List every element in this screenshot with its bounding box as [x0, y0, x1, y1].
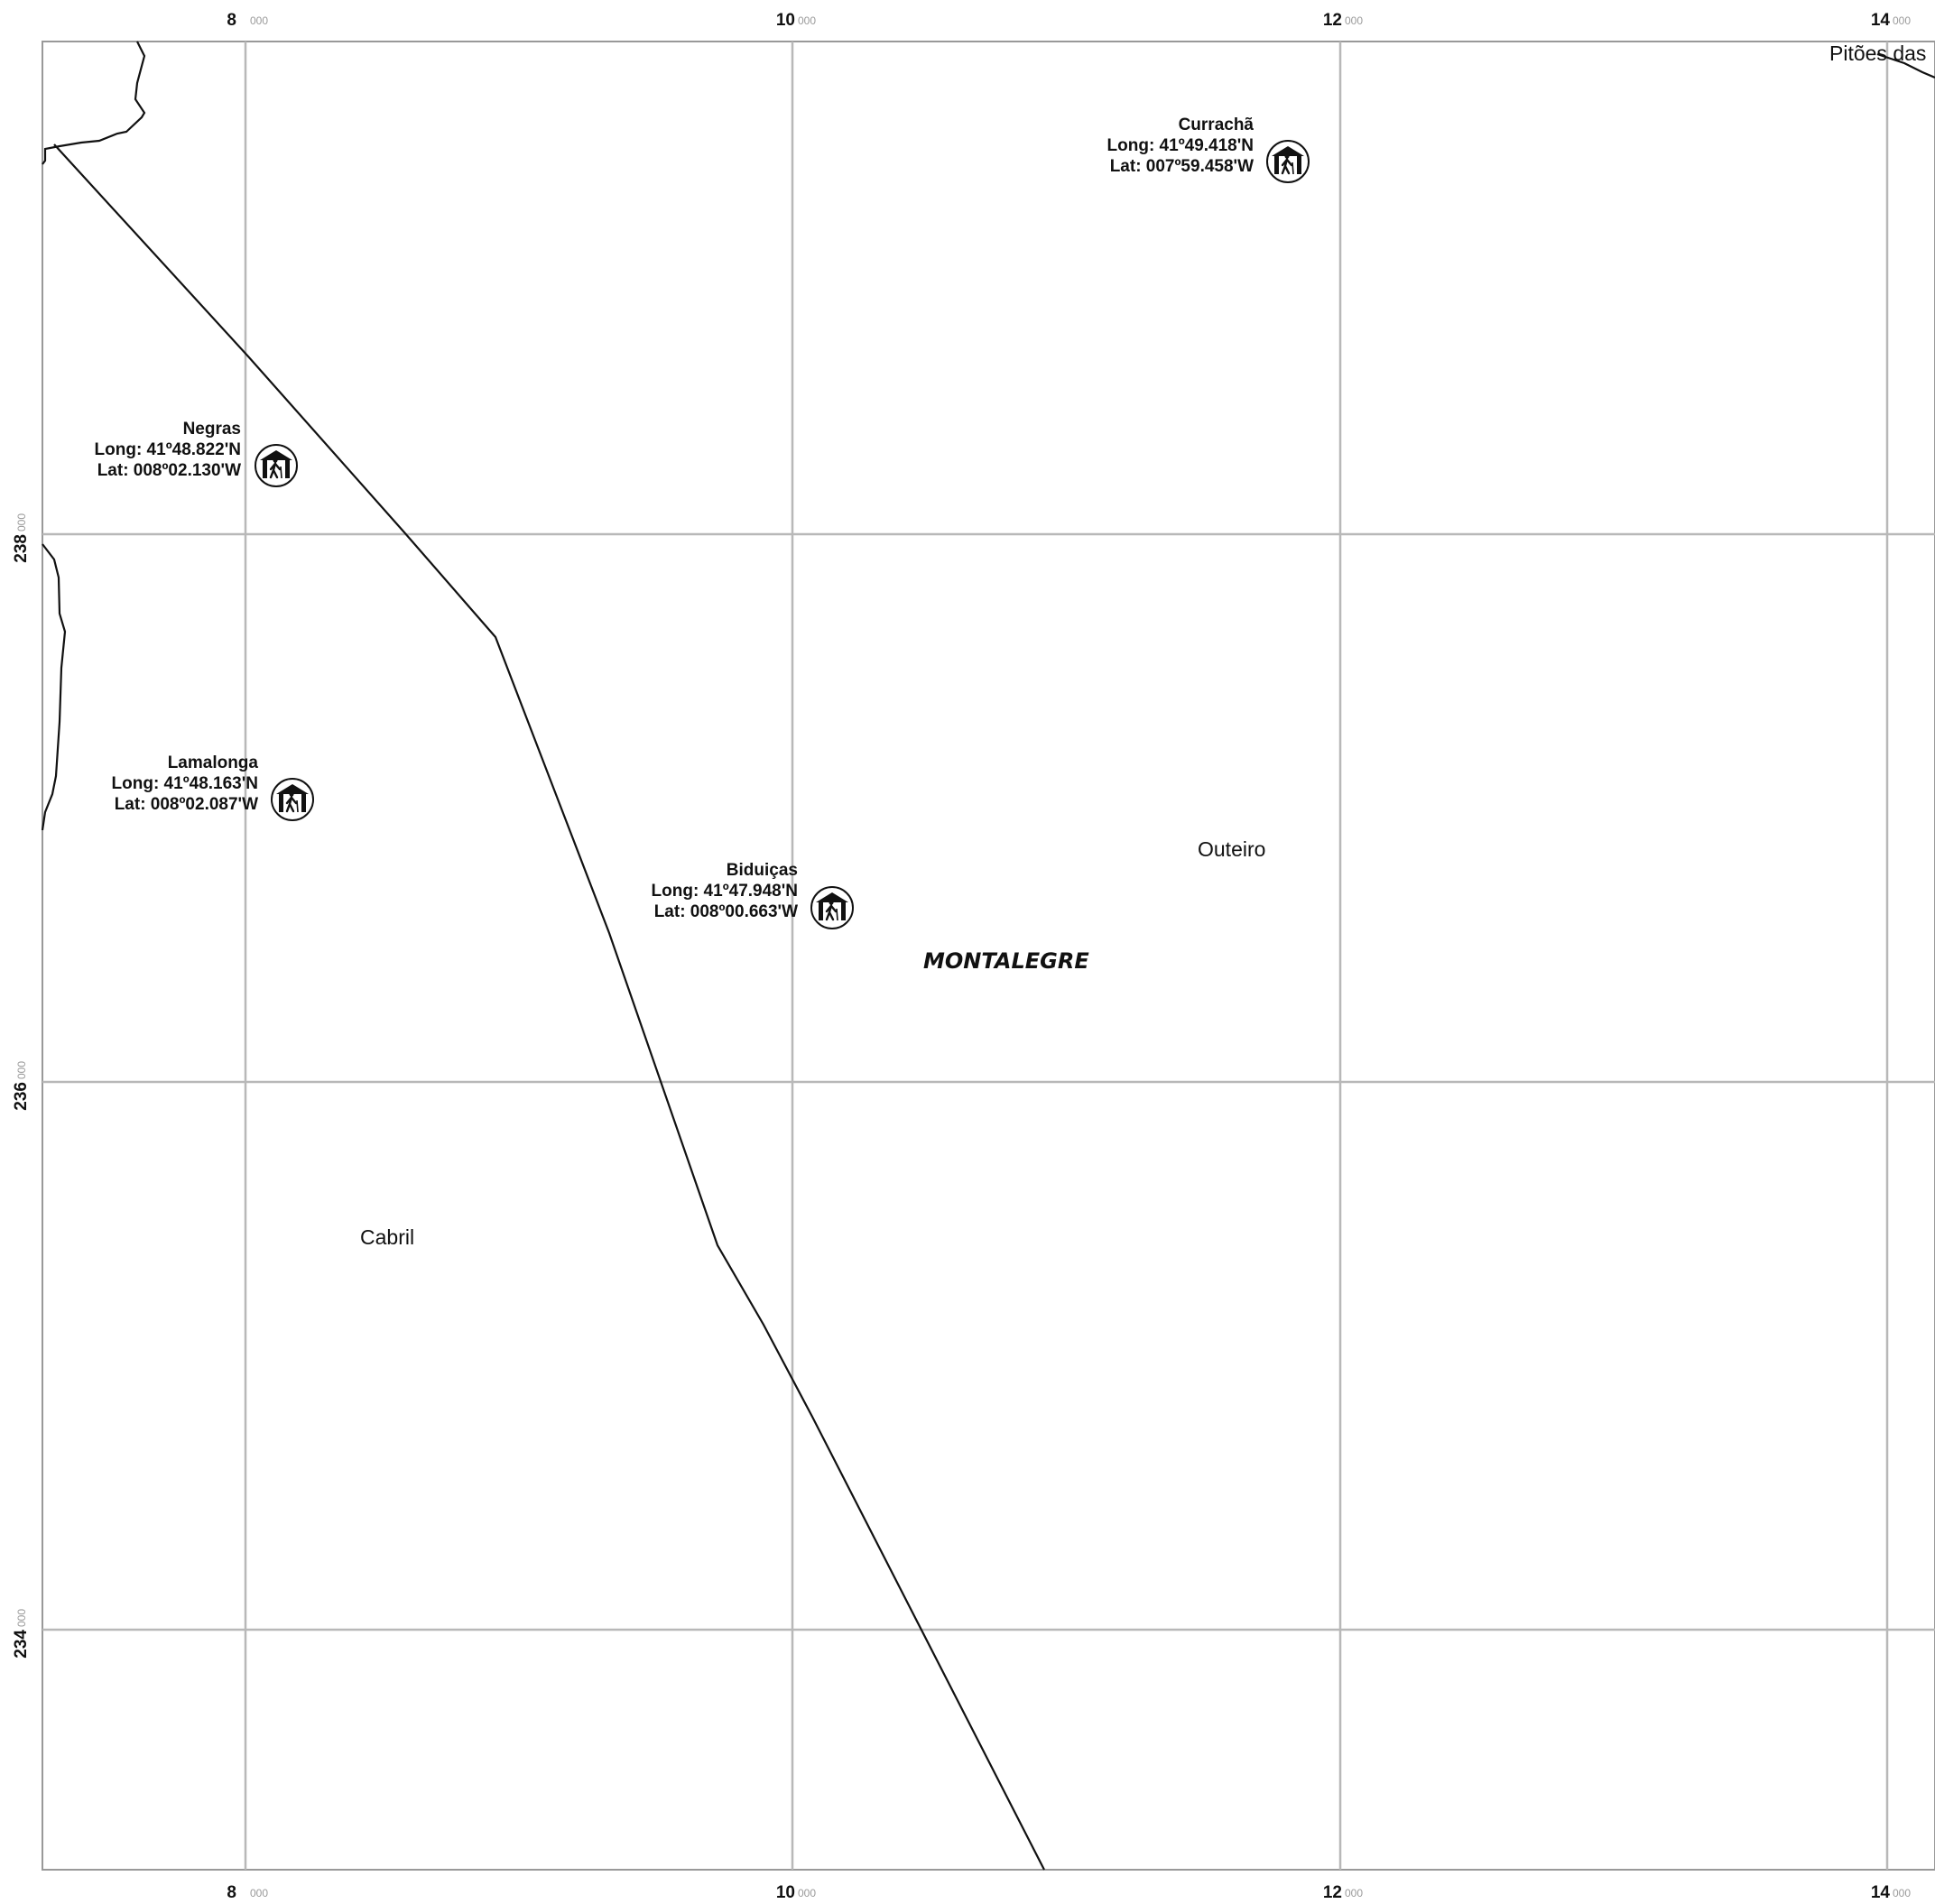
bottom-x-label-8-major: 8: [227, 1883, 236, 1902]
place-label-cabril: Cabril: [360, 1225, 414, 1249]
place-label-pitoes: Pitões das: [1829, 42, 1926, 65]
shelter-long: Long: 41º48.163'N: [112, 774, 258, 793]
shelter-long: Long: 41º47.948'N: [652, 882, 798, 901]
top-x-label-10-minor: 000: [798, 14, 816, 27]
bottom-x-label-14-major: 14: [1871, 1883, 1891, 1902]
shelter-name: Negras: [183, 420, 241, 439]
grid-lines: [42, 42, 1935, 1870]
map-frame: [42, 41, 1935, 1871]
top-x-label-12-major: 12: [1323, 11, 1342, 30]
main-boundary-line: [53, 143, 1045, 1871]
place-labels: Pitões das Outeiro Cabril MONTALEGRE: [360, 42, 1926, 1249]
shelter-lamalonga[interactable]: Lamalonga Long: 41º48.163'N Lat: 008º02.…: [112, 753, 315, 822]
shelter-lat: Lat: 008º02.130'W: [97, 461, 241, 480]
border-line-west-mid: [41, 543, 67, 831]
shelter-biduicas[interactable]: Biduiças Long: 41º47.948'N Lat: 008º00.6…: [652, 861, 855, 930]
hiking-shelter-icon: [254, 443, 299, 488]
top-x-label-8-major: 8: [227, 11, 236, 30]
bottom-x-label-10-major: 10: [776, 1883, 795, 1902]
shelter-long: Long: 41º49.418'N: [1107, 136, 1254, 155]
hiking-shelter-icon: [810, 885, 855, 930]
boundary-lines: [41, 41, 1935, 1871]
shelter-name: Currachã: [1179, 116, 1255, 134]
bottom-x-label-12-minor: 000: [1345, 1887, 1363, 1899]
shelter-negras[interactable]: Negras Long: 41º48.822'N Lat: 008º02.130…: [95, 420, 299, 488]
shelter-lat: Lat: 008º02.087'W: [115, 795, 258, 814]
top-x-label-14-minor: 000: [1893, 14, 1911, 27]
hiking-shelter-icon: [270, 777, 315, 822]
border-line-west-top: [42, 41, 146, 165]
hiking-shelter-icon: [1265, 139, 1310, 184]
region-label-montalegre: MONTALEGRE: [923, 948, 1089, 974]
left-y-label-236-major: 236: [12, 1082, 31, 1111]
top-x-label-8-minor: 000: [250, 14, 268, 27]
shelter-name: Lamalonga: [168, 753, 259, 772]
bottom-x-label-14-minor: 000: [1893, 1887, 1911, 1899]
left-axis-labels: 238 000 236 000 234 000: [12, 513, 31, 1659]
left-y-label-234-major: 234: [12, 1630, 31, 1659]
left-y-label-234-minor: 000: [15, 1609, 28, 1627]
road-line-northeast: [1876, 52, 1935, 79]
shelter-lat: Lat: 008º00.663'W: [654, 902, 798, 921]
top-x-label-10-major: 10: [776, 11, 795, 30]
top-x-label-14-major: 14: [1871, 11, 1891, 30]
left-y-label-236-minor: 000: [15, 1061, 28, 1079]
place-label-outeiro: Outeiro: [1198, 837, 1265, 861]
shelter-long: Long: 41º48.822'N: [95, 440, 241, 459]
shelter-lat: Lat: 007º59.458'W: [1110, 157, 1254, 176]
shelter-name: Biduiças: [727, 861, 798, 880]
left-y-label-238-minor: 000: [15, 513, 28, 531]
left-y-label-238-major: 238: [12, 534, 31, 563]
top-axis-labels: 8 000 10 000 12 000 14 000: [227, 11, 1911, 30]
shelter-currancha[interactable]: Currachã Long: 41º49.418'N Lat: 007º59.4…: [1107, 116, 1310, 184]
bottom-axis-labels: 8 000 10 000 12 000 14 000: [227, 1883, 1911, 1902]
bottom-x-label-10-minor: 000: [798, 1887, 816, 1899]
bottom-x-label-8-minor: 000: [250, 1887, 268, 1899]
bottom-x-label-12-major: 12: [1323, 1883, 1342, 1902]
top-x-label-12-minor: 000: [1345, 14, 1363, 27]
